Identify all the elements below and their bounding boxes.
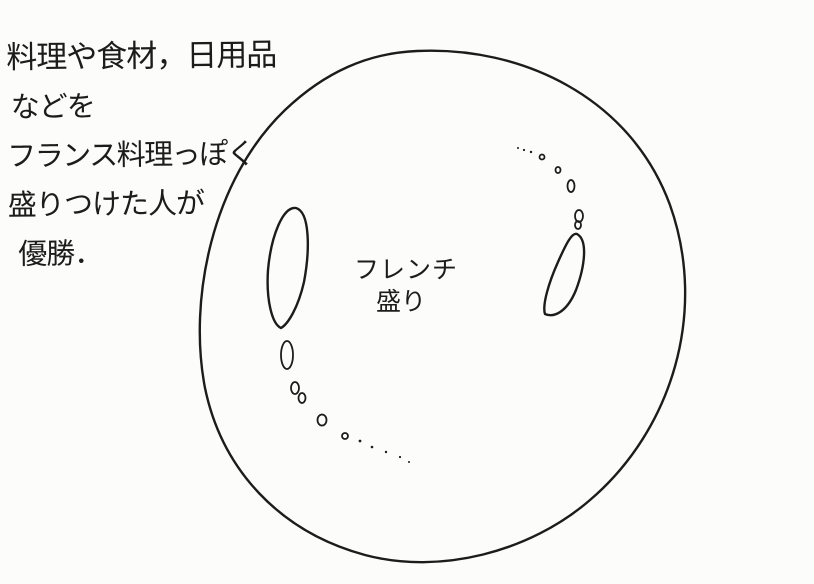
- plate-label-line-1: フレンチ: [354, 255, 459, 284]
- note-line-5: 優勝．: [18, 236, 103, 271]
- left-dot-trail: [280, 340, 410, 463]
- handwritten-note: 料理や食材，日用品 などを フランス料理っぽく 盛りつけた人が 優勝．: [6, 31, 309, 279]
- note-line-4: 盛りつけた人が: [7, 185, 205, 222]
- plate-outline: [198, 49, 687, 564]
- note-line-2: などを: [10, 89, 95, 124]
- plate-label-line-2: 盛り: [376, 287, 427, 316]
- note-line-3: フランス料理っぽく: [7, 136, 255, 173]
- left-sauce-swoosh: [266, 206, 310, 330]
- plate-label: フレンチ 盛り: [354, 254, 484, 318]
- right-sauce-swoosh: [543, 232, 586, 317]
- right-dot-trail: [517, 147, 584, 230]
- note-line-1: 料理や食材，日用品: [6, 37, 277, 76]
